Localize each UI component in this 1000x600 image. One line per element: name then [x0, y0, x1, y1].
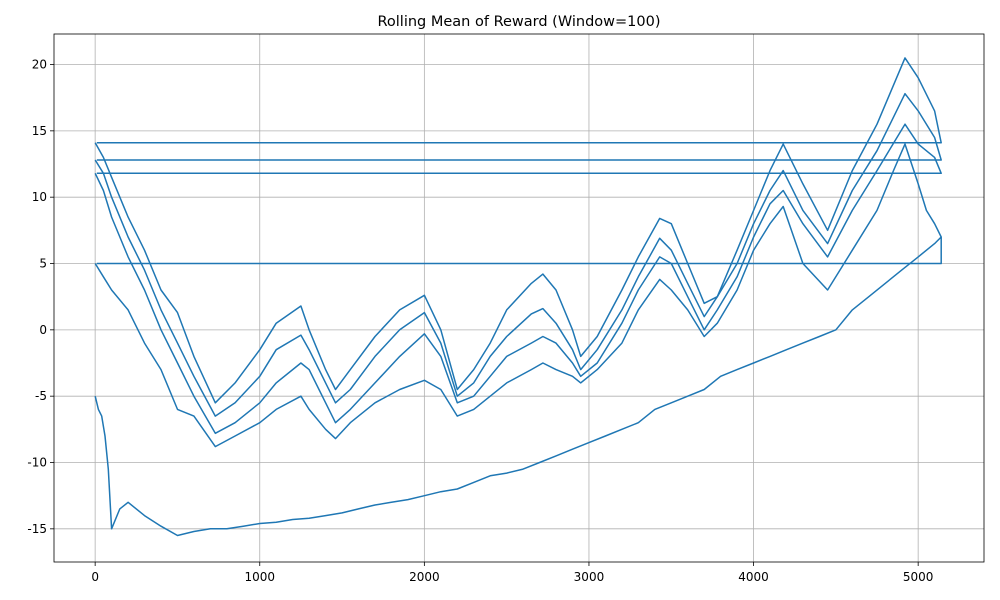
- y-tick-label: 15: [32, 124, 47, 138]
- y-tick-label: -15: [27, 522, 47, 536]
- plot-area-frame: [53, 33, 985, 563]
- series-line-5: [94, 236, 942, 537]
- series-layer: [94, 57, 942, 537]
- series-line-1: [94, 57, 942, 404]
- series-line-2: [94, 92, 942, 417]
- chart-title: Rolling Mean of Reward (Window=100): [377, 14, 660, 30]
- series-line-3: [94, 123, 942, 435]
- x-tick-label: 3000: [574, 570, 605, 584]
- series-line-4: [94, 143, 942, 448]
- x-tick-label: 5000: [903, 570, 934, 584]
- y-tick-label: 20: [32, 58, 47, 72]
- y-tick-label: 0: [39, 323, 47, 337]
- y-tick-label: 10: [32, 190, 47, 204]
- axis-ticks: 0 1000 2000 3000 4000 5000 -15 -10 -5 0 5 10 15 20: [27, 58, 933, 584]
- x-tick-label: 0: [91, 570, 99, 584]
- y-tick-label: -10: [27, 456, 47, 470]
- x-tick-label: 1000: [244, 570, 275, 584]
- y-tick-label: -5: [35, 389, 47, 403]
- y-tick-label: 5: [39, 257, 47, 271]
- x-tick-label: 4000: [738, 570, 769, 584]
- x-tick-label: 2000: [409, 570, 440, 584]
